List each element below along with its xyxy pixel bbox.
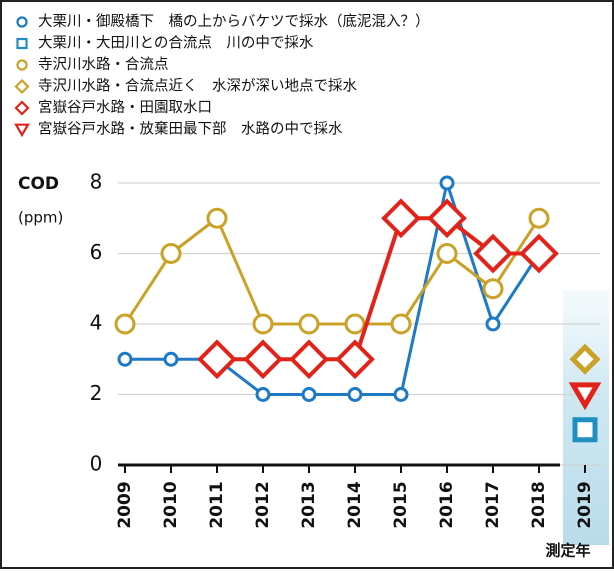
marker [117, 351, 133, 367]
x-tick-label: 2018 [529, 481, 549, 528]
marker [16, 37, 28, 50]
marker [335, 339, 375, 380]
y-label-unit: (ppm) [18, 209, 63, 227]
x-tick-label: 2010 [161, 481, 181, 528]
marker [14, 123, 30, 138]
marker [436, 243, 458, 264]
marker [347, 387, 363, 402]
marker [301, 387, 317, 402]
y-tick-label: 4 [90, 311, 103, 335]
legend-label: 大栗川・御殿橋下 橋の上からバケツで採水（底泥混入？） [38, 13, 430, 30]
marker [482, 278, 504, 300]
marker [528, 207, 550, 229]
marker [16, 16, 28, 28]
marker [114, 313, 136, 335]
marker [439, 175, 455, 191]
marker [473, 233, 513, 274]
marker [16, 59, 28, 71]
marker [243, 339, 283, 380]
y-tick-label: 2 [90, 381, 103, 405]
x-tick-label: 2013 [299, 481, 319, 528]
legend-label: 寺沢川水路・合流点近く 水深が深い地点で採水 [38, 78, 357, 95]
series [117, 175, 547, 402]
marker [568, 382, 602, 411]
x-tick-label: 2016 [437, 481, 457, 528]
series-line [125, 181, 541, 396]
y-label: COD [18, 174, 59, 194]
x-tick-label: 2015 [391, 481, 411, 528]
series-line [123, 216, 541, 326]
y-tick-label: 6 [90, 240, 103, 264]
marker [14, 78, 30, 95]
y-tick-label: 0 [90, 452, 103, 476]
x-tick-label: 2011 [207, 481, 227, 528]
series [572, 417, 598, 443]
marker [255, 387, 271, 402]
series [114, 207, 550, 335]
marker [163, 351, 179, 367]
x-tick-label: 2014 [345, 481, 365, 528]
series [569, 343, 601, 375]
marker [390, 313, 412, 335]
marker [485, 316, 501, 332]
marker [381, 198, 421, 239]
marker [289, 339, 329, 380]
x-tick-label: 2009 [115, 481, 135, 528]
x-label: 測定年 [545, 542, 590, 560]
marker [519, 233, 559, 274]
x-tick-label: 2019 [575, 481, 595, 528]
x-tick-label: 2012 [253, 481, 273, 528]
marker [206, 207, 228, 229]
marker [197, 339, 237, 380]
x-tick-label: 2017 [483, 481, 503, 528]
series [568, 382, 602, 411]
marker [252, 313, 274, 335]
marker [569, 343, 601, 375]
legend-label: 寺沢川水路・合流点 [38, 56, 169, 73]
legend-label: 宮嶽谷戸水路・放棄田最下部 水路の中で採水 [38, 120, 343, 138]
marker [572, 417, 598, 443]
marker [427, 198, 467, 239]
marker [393, 387, 409, 402]
marker [344, 313, 366, 335]
marker [298, 313, 320, 335]
y-tick-label: 8 [90, 170, 103, 194]
marker [160, 243, 182, 264]
legend-label: 宮嶽谷戸水路・田園取水口 [38, 99, 212, 116]
legend-label: 大栗川・大田川との合流点 川の中で採水 [38, 35, 314, 52]
series [197, 198, 559, 380]
marker [14, 100, 30, 116]
